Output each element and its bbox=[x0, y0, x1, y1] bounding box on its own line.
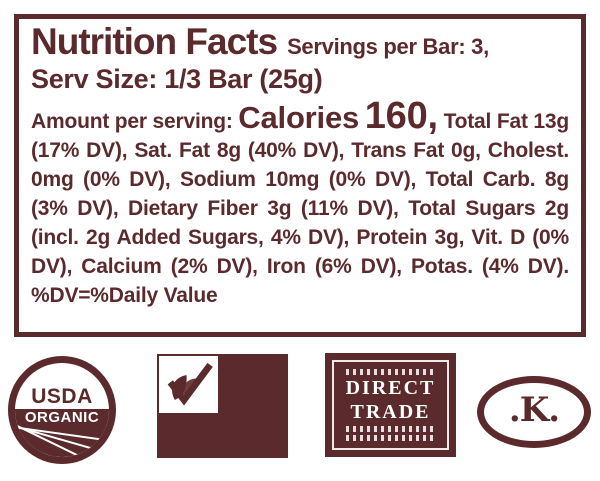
certified-vegan-badge bbox=[157, 354, 288, 458]
servings-per-bar-text: Servings per Bar: 3, bbox=[287, 34, 489, 59]
nutrition-facts-title: Nutrition Facts bbox=[31, 21, 278, 62]
vegan-leaf-check-box bbox=[159, 356, 218, 413]
direct-trade-badge: DIRECT TRADE bbox=[325, 353, 456, 457]
direct-text: DIRECT bbox=[345, 377, 436, 399]
nutrients-text: Total Fat 13g (17% DV), Sat. Fat 8g (40%… bbox=[31, 110, 569, 307]
usda-seal-top-half: USDA bbox=[15, 363, 109, 409]
decorative-strip bbox=[346, 426, 435, 432]
usda-seal-bottom-half: ORGANIC bbox=[15, 409, 109, 457]
direct-trade-inner: DIRECT TRADE bbox=[332, 360, 449, 450]
nutrition-facts-panel: Nutrition Facts Servings per Bar: 3, Ser… bbox=[14, 14, 586, 337]
trade-text: TRADE bbox=[350, 401, 431, 423]
nutrition-details-paragraph: Amount per serving: Calories 160, Total … bbox=[31, 97, 569, 310]
organic-text: ORGANIC bbox=[24, 409, 100, 427]
kosher-k-seal: .K. bbox=[477, 376, 591, 448]
serving-size-text: Serv Size: 1/3 Bar (25g) bbox=[31, 64, 323, 94]
kosher-k-text: .K. bbox=[508, 390, 560, 430]
calories-word: Calories bbox=[238, 100, 360, 135]
decorative-strip bbox=[346, 435, 435, 441]
field-furrow-line bbox=[15, 423, 109, 445]
leaf-check-icon bbox=[167, 362, 213, 406]
calories-value: 160, bbox=[364, 95, 438, 137]
nutrition-facts-header: Nutrition Facts Servings per Bar: 3, bbox=[31, 21, 569, 63]
decorative-strip bbox=[346, 369, 435, 375]
usda-text: USDA bbox=[31, 385, 93, 409]
usda-organic-seal: USDA ORGANIC bbox=[8, 356, 116, 464]
amount-per-serving-label: Amount per serving: bbox=[31, 110, 233, 133]
